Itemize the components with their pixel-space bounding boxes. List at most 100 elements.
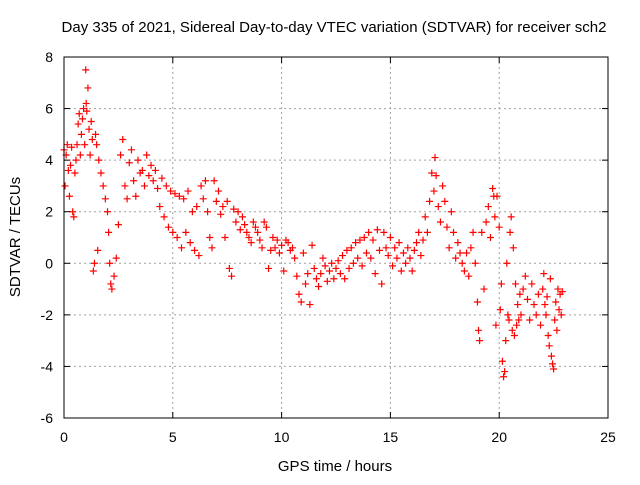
data-point <box>521 272 529 280</box>
data-point <box>445 244 453 252</box>
data-point <box>125 159 133 167</box>
data-point <box>223 197 231 205</box>
data-point <box>553 326 561 334</box>
data-point <box>160 213 168 221</box>
data-point <box>395 239 403 247</box>
data-point <box>169 228 177 236</box>
data-point <box>454 239 462 247</box>
data-point <box>267 246 275 254</box>
data-point <box>441 197 449 205</box>
data-point <box>63 141 71 149</box>
data-point <box>86 151 94 159</box>
data-point <box>61 182 69 190</box>
data-point <box>319 254 327 262</box>
data-point <box>328 259 336 267</box>
data-point <box>475 326 483 334</box>
data-point <box>389 262 397 270</box>
data-point <box>123 195 131 203</box>
data-point <box>539 285 547 293</box>
data-point <box>517 311 525 319</box>
data-point <box>82 99 90 107</box>
data-point <box>458 259 466 267</box>
data-point <box>112 254 120 262</box>
data-point <box>195 252 203 260</box>
x-tick-label: 10 <box>274 429 290 445</box>
data-point <box>460 267 468 275</box>
data-point <box>88 136 96 144</box>
data-point <box>127 146 135 154</box>
data-point <box>291 254 299 262</box>
data-point <box>119 136 127 144</box>
data-point <box>443 223 451 231</box>
data-point <box>265 264 273 272</box>
data-point <box>132 192 140 200</box>
data-point <box>501 368 509 376</box>
data-point <box>87 117 95 125</box>
data-point <box>247 239 255 247</box>
chart-title: Day 335 of 2021, Sidereal Day-to-day VTE… <box>62 19 607 36</box>
data-point <box>415 228 423 236</box>
data-point <box>476 337 484 345</box>
data-point <box>510 331 518 339</box>
data-point <box>509 244 517 252</box>
data-point <box>114 221 122 229</box>
data-point <box>426 197 434 205</box>
data-point <box>162 182 170 190</box>
data-point <box>508 326 516 334</box>
data-point <box>101 195 109 203</box>
data-point <box>358 262 366 270</box>
data-point <box>373 226 381 234</box>
data-point <box>544 331 552 339</box>
data-point <box>432 172 440 180</box>
data-point <box>74 120 82 128</box>
data-point <box>380 228 388 236</box>
data-point <box>465 272 473 280</box>
x-tick-label: 5 <box>169 429 177 445</box>
data-point <box>72 156 80 164</box>
data-point <box>108 285 116 293</box>
data-point <box>371 270 379 278</box>
data-point <box>94 246 102 254</box>
data-point <box>356 236 364 244</box>
data-point <box>507 213 515 221</box>
data-point <box>512 280 520 288</box>
data-point <box>154 185 162 193</box>
data-point <box>421 213 429 221</box>
data-point <box>151 166 159 174</box>
data-point <box>191 246 199 254</box>
data-point <box>492 321 500 329</box>
data-point <box>178 244 186 252</box>
data-point <box>360 234 368 241</box>
data-point <box>557 311 565 319</box>
data-point <box>528 280 536 288</box>
data-point <box>423 228 431 236</box>
y-tick-label: -6 <box>41 410 54 426</box>
data-point <box>81 141 89 149</box>
data-point <box>503 259 511 267</box>
data-point <box>310 264 318 272</box>
data-point <box>90 259 98 267</box>
data-point <box>336 270 344 278</box>
x-tick-label: 15 <box>383 429 399 445</box>
x-tick-label: 25 <box>600 429 616 445</box>
data-point <box>343 246 351 254</box>
data-point <box>230 205 238 213</box>
data-point <box>332 264 340 272</box>
data-point <box>349 259 357 267</box>
data-point <box>105 228 113 236</box>
data-point <box>469 228 477 236</box>
data-point <box>130 177 138 185</box>
data-point <box>110 272 118 280</box>
data-point <box>167 187 175 195</box>
data-point <box>502 337 510 345</box>
data-point <box>65 192 73 200</box>
data-point <box>256 236 264 244</box>
data-point <box>545 342 553 350</box>
data-point <box>523 295 531 303</box>
y-tick-label: 4 <box>45 152 53 168</box>
data-point <box>428 169 436 177</box>
data-point <box>269 234 277 241</box>
data-point <box>480 285 488 293</box>
data-point <box>306 301 314 309</box>
data-point <box>92 130 100 138</box>
